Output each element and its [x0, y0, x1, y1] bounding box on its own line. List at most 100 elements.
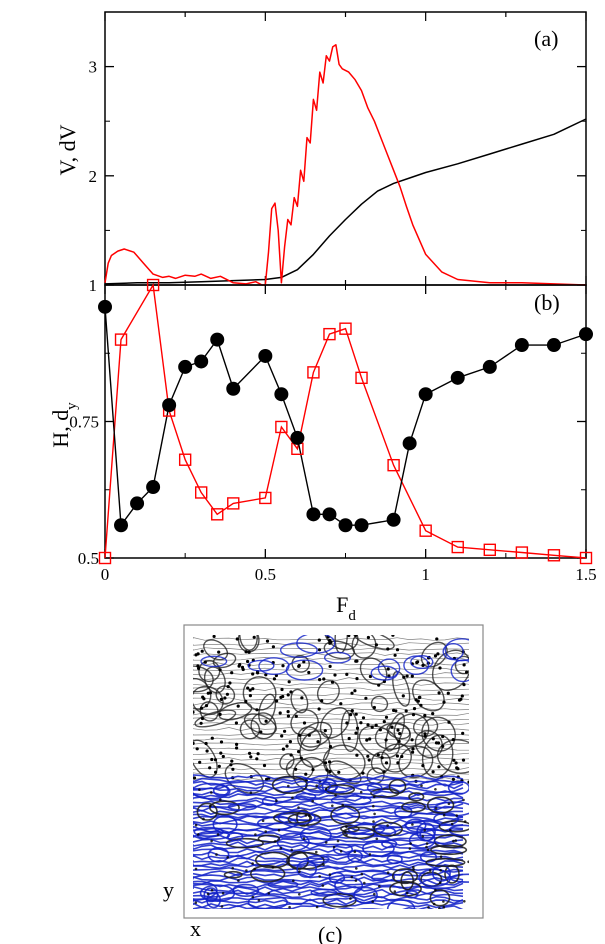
trajectory-cell-lower [225, 837, 264, 849]
panel-b-point-square [323, 327, 336, 341]
vortex-dot-upper [355, 726, 360, 730]
vortex-dot-upper [368, 674, 372, 679]
vortex-dot-lower [439, 869, 443, 872]
trajectory-cell-upper [224, 762, 264, 794]
vortex-dot-lower [215, 853, 218, 856]
trajectory-cell-upper [358, 725, 400, 759]
trajectory-streak-lower [193, 792, 464, 800]
trajectory-cell-lower [306, 855, 330, 864]
vortex-dot-upper [405, 674, 409, 678]
vortex-dot-upper [384, 761, 389, 765]
trajectory-cell-upper [316, 680, 340, 705]
vortex-dot-upper [437, 691, 441, 695]
vortex-dot-upper [297, 663, 301, 668]
panel-a-series-line-0 [104, 118, 587, 285]
vortex-dot-lower [315, 784, 319, 788]
vortex-dot-lower [438, 881, 442, 884]
trajectory-cell-lower [386, 854, 403, 865]
trajectory-streak-upper [193, 712, 469, 716]
vortex-dot-upper [421, 764, 425, 768]
vortex-dot-upper [391, 635, 395, 637]
vortex-dot-lower [324, 788, 328, 791]
panel-b-point-square [339, 322, 352, 335]
panel-b-point-square [515, 546, 529, 559]
vortex-dot-upper [436, 741, 441, 745]
vortex-dot-lower [273, 840, 277, 843]
vortex-dot-upper [397, 739, 401, 743]
vortex-dot-lower [363, 881, 366, 885]
vortex-dot-upper [230, 759, 234, 763]
vortex-dot-upper [280, 687, 284, 692]
vortex-dot-lower [331, 804, 334, 808]
vortex-dot-lower [432, 902, 436, 906]
panel-b-chart: 0.50.750 0.5 1 1.5 (b) H, dy Fd [48, 278, 597, 624]
trajectory-cell-upper [392, 670, 411, 707]
panel-b-point-circle [130, 496, 145, 511]
trajectory-cell-lower [193, 880, 218, 900]
vortex-dot-lower [368, 853, 372, 856]
trajectory-cell-top-blue [370, 665, 399, 681]
trajectory-streak-lower [193, 774, 464, 781]
vortex-dot-lower [219, 798, 222, 801]
vortex-dot-upper [337, 770, 341, 774]
vortex-dot-lower [334, 794, 337, 797]
vortex-dot-upper [423, 734, 427, 738]
vortex-dot-upper [316, 740, 320, 744]
vortex-dot-upper [271, 645, 275, 649]
vortex-dot-upper [198, 760, 202, 764]
vortex-dot-upper [442, 700, 446, 704]
vortex-dot-upper [317, 638, 321, 642]
vortex-dot-lower [318, 875, 322, 878]
trajectory-streak-upper [193, 767, 469, 771]
vortex-dot-lower [257, 899, 261, 902]
vortex-dot-upper [366, 635, 370, 640]
trajectory-cell-lower [332, 843, 354, 856]
vortex-dot-upper [467, 780, 469, 784]
vortex-dot-upper [199, 721, 203, 725]
panel-b-xlabel-sub: d [348, 608, 356, 624]
trajectory-streak-lower [193, 844, 464, 851]
trajectory-cell-upper [250, 712, 277, 740]
vortex-dot-upper [436, 652, 440, 656]
vortex-dot-upper [377, 683, 381, 687]
vortex-dot-lower [345, 825, 348, 829]
vortex-dot-lower [264, 830, 268, 833]
trajectory-cell-lower [232, 883, 260, 898]
panel-b-point-square [307, 366, 320, 379]
vortex-dot-upper [248, 751, 252, 756]
vortex-dot-upper [404, 709, 408, 713]
vortex-dot-lower [350, 875, 354, 879]
vortex-dot-upper [252, 635, 256, 639]
trajectory-cell-upper [212, 652, 237, 669]
vortex-dot-upper [212, 635, 216, 638]
panel-b-point-square [227, 497, 240, 510]
vortex-dot-upper [300, 696, 304, 700]
vortex-dot-lower [434, 788, 437, 791]
trajectory-cell-lower [386, 899, 416, 909]
vortex-dot-upper [286, 693, 290, 697]
vortex-dot-lower [261, 819, 265, 822]
vortex-dot-upper [248, 694, 252, 698]
vortex-dot-upper [359, 721, 363, 725]
vortex-dot-lower [194, 901, 198, 904]
vortex-dot-lower [202, 817, 205, 821]
panel-b-series-line-0 [104, 306, 587, 528]
vortex-dot-upper [345, 721, 349, 725]
trajectory-cell-lower [223, 870, 243, 879]
vortex-dot-upper [401, 694, 405, 698]
vortex-dot-upper [204, 741, 208, 746]
trajectory-cell-upper [386, 722, 411, 740]
trajectory-cell-lower [391, 868, 419, 885]
vortex-dot-upper [361, 771, 365, 775]
vortex-dot-upper [213, 758, 218, 762]
trajectory-cell-top-blue [410, 654, 434, 670]
trajectory-streak-upper [193, 687, 469, 691]
trajectory-cell-lower [257, 834, 281, 843]
trajectory-cell-lower [408, 792, 425, 802]
vortex-dot-upper [228, 681, 232, 685]
vortex-dot-lower [196, 833, 200, 836]
vortex-dot-upper [447, 720, 451, 724]
panel-b-point-square [275, 420, 288, 434]
vortex-dot-lower [194, 823, 198, 827]
panel-b-point-square [194, 486, 208, 499]
